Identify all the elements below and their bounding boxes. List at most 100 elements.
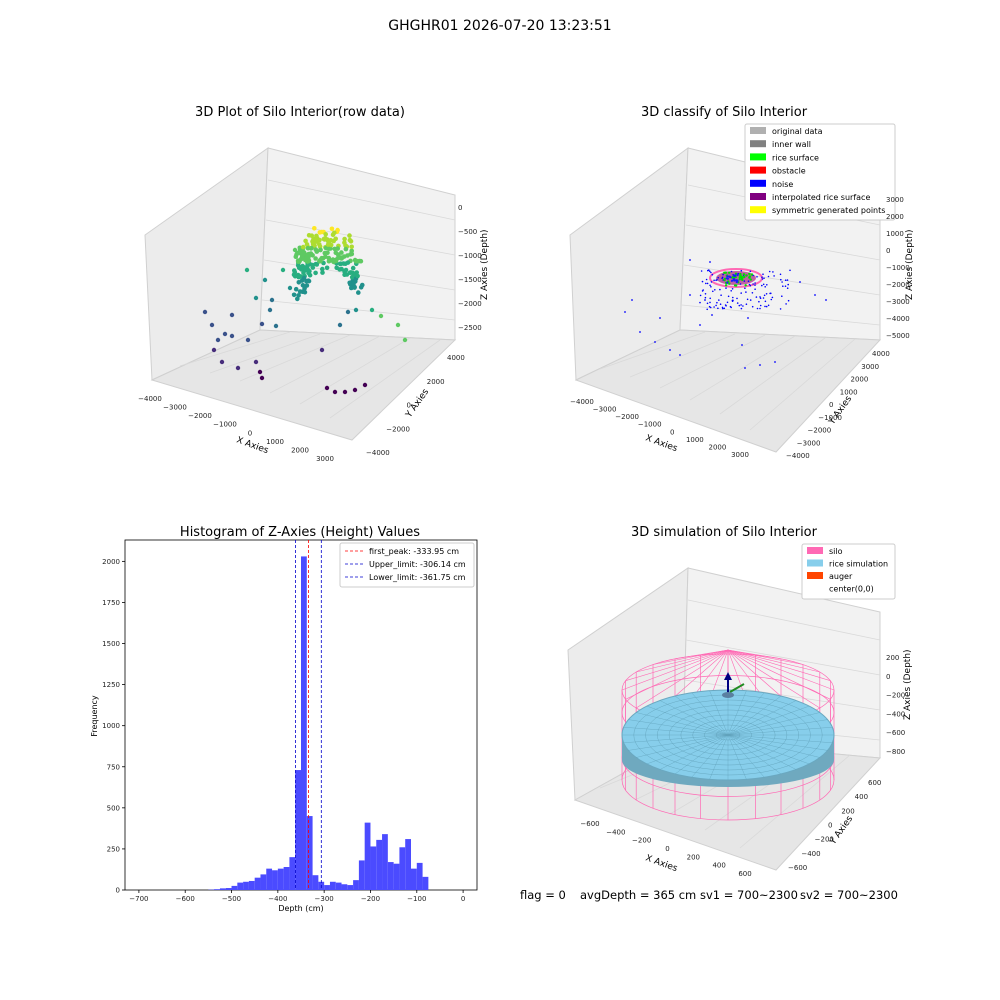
noise-point [729, 305, 732, 308]
rice-mesh-spoke [628, 734, 729, 751]
rice-mesh-spoke [727, 734, 765, 778]
noise-point [727, 295, 730, 298]
raw-xlabel: X Axies [235, 435, 270, 456]
noise-point [723, 307, 726, 310]
raw-point [362, 382, 368, 388]
raw-panel-title: 3D Plot of Silo Interior(row data) [195, 105, 405, 120]
rice-mesh-spoke [674, 695, 729, 736]
sim-z-tick-label: 0 [886, 673, 890, 681]
histogram-bar [237, 882, 244, 890]
histogram-bar [306, 816, 313, 890]
noise-point [787, 283, 789, 286]
noise-point [704, 296, 707, 299]
sim-y-tick-label: 200 [841, 807, 854, 815]
noise-point [756, 307, 759, 310]
legend-label: original data [772, 127, 823, 136]
noise-point [789, 269, 791, 272]
noise-point [731, 279, 734, 282]
raw-point [369, 307, 375, 313]
raw-point [305, 253, 310, 258]
histogram-bar [347, 885, 354, 890]
raw-point [314, 249, 320, 254]
raw-point [291, 292, 297, 298]
noise-point [786, 279, 789, 281]
noise-point [770, 292, 772, 295]
noise-point [738, 304, 741, 307]
histogram-bar [422, 876, 429, 890]
noise-point [699, 324, 701, 326]
rice-mesh-spoke [727, 734, 747, 780]
classify-yticks: −4000 −3000 −2000 −1000 0 1000 2000 3000 4000 [786, 350, 890, 460]
classify-legend: original data inner wall rice surface obsta… [744, 123, 896, 221]
raw-point [323, 245, 329, 251]
noise-point [706, 282, 709, 285]
legend-label: rice surface [772, 153, 819, 162]
histogram-bar [405, 839, 411, 890]
raw-z-tick-label: −2500 [458, 324, 482, 332]
raw-point [215, 337, 221, 343]
noise-point [721, 276, 724, 279]
sv1-text: sv1 = 700~2300 [700, 888, 798, 902]
rice-surface-point [728, 282, 731, 285]
classify-y-tick-label: −1000 [818, 414, 842, 422]
raw-point [349, 251, 355, 257]
noise-point [722, 273, 724, 276]
noise-point [763, 294, 766, 297]
silo-roof-strut [700, 649, 729, 656]
histogram-bar [225, 888, 232, 890]
noise-point [712, 290, 714, 293]
noise-point [700, 270, 703, 272]
noise-point [761, 278, 764, 280]
raw-point [324, 265, 330, 271]
noise-point [708, 305, 711, 308]
histogram-xtick-label: −400 [268, 895, 287, 903]
histogram-bar [312, 875, 319, 890]
raw-point [253, 359, 259, 365]
histogram-bar [289, 857, 296, 890]
raw-point [356, 290, 361, 295]
noise-point [715, 304, 717, 307]
noise-point [740, 292, 742, 294]
raw-point [337, 322, 343, 328]
rice-mesh-spoke [709, 690, 729, 736]
noise-point [701, 290, 704, 292]
rice-mesh-spoke [727, 734, 810, 765]
raw-point [295, 296, 300, 302]
noise-point [740, 307, 743, 310]
raw-z-tick-label: −1000 [458, 252, 482, 260]
classify-panel-title: 3D classify of Silo Interior [641, 105, 808, 120]
raw-x-tick-label: −3000 [163, 404, 187, 412]
raw-x-tick-label: −4000 [138, 395, 162, 403]
rice-surface-point [728, 271, 731, 274]
raw-point [352, 257, 358, 263]
raw-point [229, 333, 235, 339]
histogram-bar [364, 822, 371, 890]
raw-point [313, 256, 318, 261]
raw-point [306, 268, 311, 273]
noise-point [709, 284, 711, 287]
rice-mesh-spoke [727, 734, 820, 758]
sim-y-tick-label: 0 [828, 822, 832, 830]
noise-point [711, 273, 714, 276]
raw-point [318, 247, 323, 253]
histogram-legend-box [339, 542, 475, 588]
noise-point [742, 305, 744, 307]
noise-point [724, 304, 727, 306]
histogram-bar [243, 881, 249, 890]
legend-label: first_peak: -333.95 cm [369, 547, 459, 556]
raw-point [235, 365, 241, 371]
rice-mesh-spoke [659, 700, 729, 736]
raw-point [335, 246, 341, 251]
noise-point [756, 276, 758, 278]
sim-x-tick-label: 200 [687, 853, 700, 861]
legend-label: interpolated rice surface [772, 193, 870, 202]
noise-point [721, 306, 724, 309]
raw-point [326, 258, 332, 264]
histogram-bar [353, 880, 359, 890]
raw-point [310, 262, 315, 268]
rice-mesh-spoke [674, 734, 729, 775]
noise-point [746, 298, 749, 301]
raw-point [312, 226, 317, 231]
rice-mesh-spoke [727, 734, 797, 770]
noise-point [689, 259, 691, 261]
